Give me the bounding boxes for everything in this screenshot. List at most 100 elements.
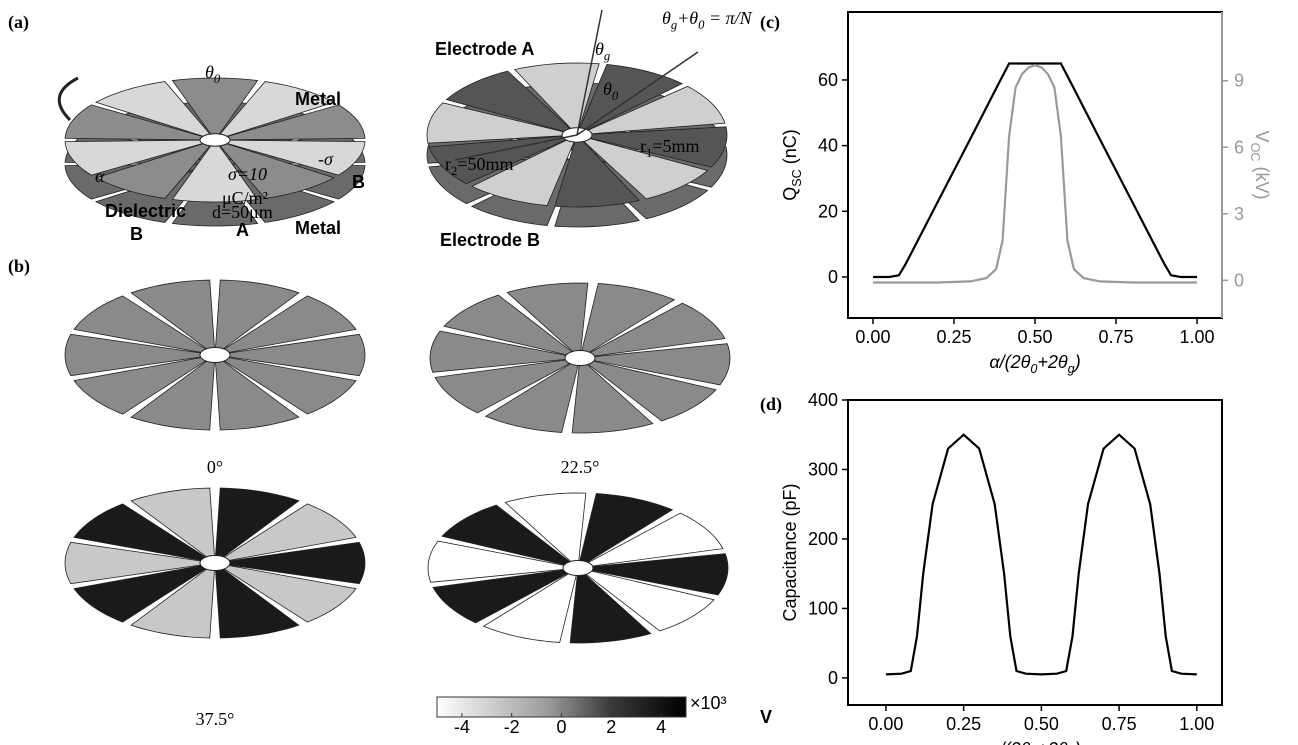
- text-piece: 22.5°: [561, 457, 600, 477]
- hub: [199, 555, 231, 571]
- colorbar-tick-label: -2: [504, 717, 520, 737]
- text-piece: Q: [780, 187, 800, 201]
- text-piece: ): [1073, 352, 1081, 372]
- arrow: [454, 9, 699, 161]
- x-tick-label: 1.00: [1179, 714, 1214, 734]
- text-piece: ): [1073, 739, 1081, 745]
- x-axis-label: α/(2θ0+2θg): [989, 739, 1080, 745]
- figure-label: Electrode A: [435, 39, 534, 59]
- text-piece: Electrode A: [435, 39, 534, 59]
- y-tick-label: 0: [828, 668, 838, 688]
- text-piece: g: [604, 49, 610, 63]
- text-piece: θ: [603, 79, 612, 99]
- y-tick-label: 60: [818, 70, 838, 90]
- text-piece: 0: [698, 18, 705, 32]
- y2-tick-label: 9: [1234, 71, 1244, 91]
- x-tick-label: 0.50: [1017, 327, 1052, 347]
- figure-label: r1=5mm: [640, 136, 699, 160]
- text-piece: +2θ: [1037, 739, 1068, 745]
- x-tick-label: 0.50: [1024, 714, 1059, 734]
- x-tick-label: 0.00: [868, 714, 903, 734]
- text-piece: (c): [760, 12, 780, 33]
- colorbar-tick-label: -4: [454, 717, 470, 737]
- figure-label: (b): [8, 256, 30, 277]
- figure-label: θ0: [205, 62, 221, 86]
- y-axis-label: Capacitance (pF): [780, 483, 800, 621]
- text-piece: (b): [8, 256, 30, 277]
- y-axis-label: QSC (nC): [780, 129, 804, 201]
- data-line: [873, 64, 1197, 284]
- text-piece: +θ: [677, 8, 698, 28]
- text-piece: Metal: [295, 218, 341, 238]
- figure-label: B: [352, 172, 365, 192]
- figure-label: A: [236, 220, 249, 240]
- colorbar-tick-label: 0: [556, 717, 566, 737]
- figure-label: μC/m²: [222, 188, 268, 208]
- text-piece: 2: [451, 164, 457, 178]
- hub: [564, 350, 596, 366]
- colorbar-unit: V: [760, 707, 772, 727]
- text-piece: g: [1068, 362, 1075, 376]
- figure-label: (a): [8, 12, 29, 33]
- text-piece: A: [236, 220, 249, 240]
- text-piece: (nC): [780, 129, 800, 169]
- text-piece: -σ: [318, 149, 334, 169]
- y2-axis-label: VOC (kV): [1248, 131, 1272, 200]
- text-piece: 37.5°: [196, 709, 235, 729]
- text-piece: α: [95, 166, 105, 186]
- text-piece: V: [1252, 131, 1272, 143]
- hub: [199, 133, 231, 147]
- text-piece: Capacitance (pF): [780, 483, 800, 621]
- figure-label: B: [130, 224, 143, 244]
- colorbar-tick-label: 2: [606, 717, 616, 737]
- figure-label: Metal: [295, 89, 341, 109]
- text-piece: 0: [214, 72, 221, 86]
- figure-label: θg: [595, 39, 610, 63]
- y2-tick-label: 0: [1234, 270, 1244, 290]
- hub: [199, 347, 231, 363]
- figure-label: 37.5°: [196, 709, 235, 729]
- y-tick-label: 100: [808, 598, 838, 618]
- text-piece: B: [352, 172, 365, 192]
- text-piece: α/(2θ: [989, 352, 1030, 372]
- colorbar-multiplier: ×10³: [690, 693, 727, 713]
- x-tick-label: 0.00: [855, 327, 890, 347]
- text-piece: (kV): [1252, 161, 1272, 199]
- text-piece: 0°: [207, 457, 223, 477]
- y2-tick-label: 3: [1234, 204, 1244, 224]
- y-tick-label: 400: [808, 390, 838, 410]
- y-tick-label: 300: [808, 459, 838, 479]
- text-piece: θ: [662, 8, 671, 28]
- figure-label: 0°: [207, 457, 223, 477]
- x-tick-label: 0.25: [936, 327, 971, 347]
- figure-label: r2=50mm: [445, 154, 513, 178]
- plot-frame: [847, 11, 1223, 319]
- plot-frame: [847, 399, 1223, 706]
- text-piece: r: [640, 136, 646, 156]
- arrow: [57, 76, 79, 122]
- x-tick-label: 0.75: [1098, 327, 1133, 347]
- text-piece: (a): [8, 12, 29, 33]
- figure-label: σ=10: [228, 164, 267, 184]
- text-piece: g: [671, 18, 677, 32]
- text-piece: σ=10: [228, 164, 267, 184]
- data-line: [873, 62, 1197, 279]
- x-tick-label: 0.75: [1102, 714, 1137, 734]
- text-piece: Dielectric: [105, 201, 186, 221]
- figure-label: (d): [760, 394, 782, 415]
- text-piece: Electrode B: [440, 230, 540, 250]
- text-piece: 0: [1030, 362, 1037, 376]
- figure-label: θ0: [603, 79, 619, 103]
- text-piece: α/(2θ: [989, 739, 1030, 745]
- y-tick-label: 20: [818, 201, 838, 221]
- text-piece: (d): [760, 394, 782, 415]
- text-piece: θ: [595, 39, 604, 59]
- text-piece: μC/m²: [222, 188, 268, 208]
- text-piece: OC: [1248, 143, 1262, 162]
- text-piece: r: [445, 154, 451, 174]
- text-piece: Metal: [295, 89, 341, 109]
- figure-label: Metal: [295, 218, 341, 238]
- data-line: [885, 433, 1197, 676]
- text-piece: =50mm: [457, 154, 513, 174]
